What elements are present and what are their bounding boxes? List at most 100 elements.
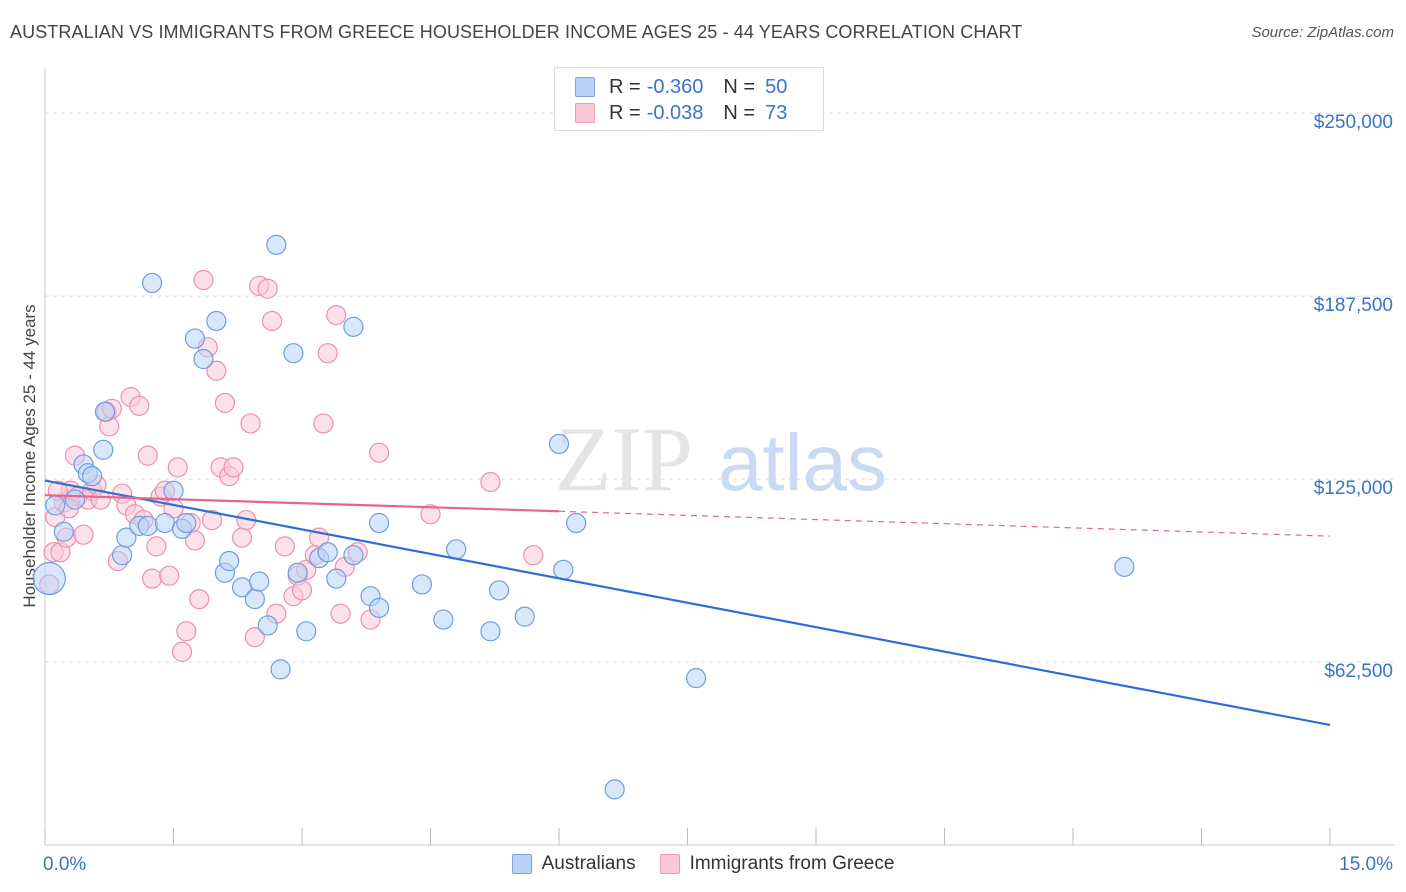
australians-point: [64, 489, 86, 510]
watermark-atlas: atlas: [718, 418, 887, 507]
axes: [44, 68, 1395, 846]
australians-point: [604, 779, 625, 800]
australians-point: [82, 466, 103, 487]
x-tick-label: 0.0%: [43, 854, 86, 875]
greece-point: [73, 524, 94, 545]
australians-point: [219, 550, 240, 572]
australians-point: [249, 571, 270, 592]
greece-point: [330, 603, 351, 624]
watermark-zip: ZIP: [555, 408, 693, 510]
legend-row-greece: R = -0.038 N = 73: [575, 101, 787, 125]
greece-trend-line: [44, 494, 560, 513]
legend-r-value: -0.360: [646, 75, 704, 98]
legend-r-label: R =: [609, 75, 641, 98]
greece-point: [313, 413, 334, 434]
trend-lines: [44, 479, 1331, 727]
greece-point: [189, 588, 210, 610]
greece-point: [480, 471, 501, 493]
x-tick-label: 15.0%: [1339, 854, 1393, 875]
greece-point: [137, 445, 158, 466]
greece-point: [369, 442, 390, 463]
legend-swatch-pink: [575, 103, 595, 123]
greece-point: [141, 568, 163, 589]
australians-trend-line: [44, 479, 1331, 727]
tick-labels: $62,500 $125,000 $187,500 $250,000 0.0% 15.0%: [43, 112, 1393, 875]
australians-point: [287, 562, 308, 583]
legend-swatch-blue: [575, 77, 595, 97]
greece-point: [274, 536, 295, 557]
legend-n-value: 73: [765, 101, 788, 124]
australians-point: [257, 615, 278, 636]
australians-point: [184, 328, 206, 349]
greece-trend-extension: [558, 510, 1331, 537]
australians-point: [206, 310, 227, 332]
legend-item-greece[interactable]: Immigrants from Greece: [659, 853, 895, 875]
australians-point: [480, 621, 501, 642]
australians-point: [296, 621, 317, 642]
legend-swatch-blue: [511, 854, 532, 874]
australians-point: [176, 512, 197, 534]
legend-label-greece: Immigrants from Greece: [689, 853, 895, 874]
greece-point: [244, 627, 265, 648]
greece-point: [171, 641, 193, 662]
australians-point: [193, 348, 214, 370]
legend-swatch-pink: [659, 854, 680, 874]
watermark: ZIP atlas: [555, 408, 887, 510]
legend-n-value: 50: [765, 75, 788, 98]
greece-point: [240, 413, 261, 434]
legend-r-label: R =: [609, 101, 641, 124]
australians-point: [1114, 556, 1135, 577]
australians-point: [553, 559, 574, 580]
legend-row-australians: R = -0.360 N = 50: [575, 75, 787, 99]
greece-point: [129, 395, 150, 416]
australians-point: [94, 401, 116, 422]
australians-point: [270, 659, 291, 680]
australians-point: [266, 234, 287, 255]
australians-point: [369, 597, 390, 618]
australians-point: [141, 272, 163, 294]
australians-point: [317, 542, 338, 563]
greece-point: [206, 360, 227, 381]
greece-point: [159, 565, 180, 586]
greece-point: [291, 580, 313, 601]
greece-point: [326, 305, 347, 326]
australians-point: [446, 539, 467, 560]
greece-point: [184, 530, 206, 551]
australians-point: [53, 521, 74, 542]
australians-point: [137, 515, 158, 537]
greece-point: [257, 278, 278, 299]
australians-point: [163, 480, 184, 501]
y-tick-label: $125,000: [1314, 478, 1393, 499]
australians-point: [411, 574, 433, 595]
y-tick-label: $62,500: [1324, 661, 1393, 682]
y-tick-label: $187,500: [1314, 295, 1393, 316]
series-legend: Australians Immigrants from Greece: [0, 852, 1406, 876]
source-label: Source: ZipAtlas.com: [1251, 24, 1394, 41]
australians-point: [244, 588, 265, 610]
chart-title: AUSTRALIAN VS IMMIGRANTS FROM GREECE HOU…: [10, 22, 1023, 42]
legend-item-australians[interactable]: Australians: [511, 853, 636, 875]
greece-point: [523, 545, 544, 566]
series-greece-points: [39, 269, 544, 662]
y-tick-label: $250,000: [1314, 112, 1393, 133]
australians-point: [45, 495, 66, 516]
australians-point: [326, 568, 347, 589]
australians-point: [566, 512, 587, 534]
australians-point: [93, 439, 114, 460]
australians-point: [433, 609, 454, 630]
legend-n-label: N =: [723, 75, 756, 98]
greece-point: [201, 509, 223, 531]
greece-point: [223, 457, 244, 478]
australians-point: [154, 512, 176, 534]
greece-point: [420, 504, 441, 525]
greece-point: [261, 310, 283, 332]
greece-point: [214, 392, 235, 414]
greece-point: [317, 343, 338, 364]
australians-point: [514, 606, 535, 627]
australians-point: [116, 527, 137, 548]
australians-point: [685, 668, 707, 689]
legend-label-australians: Australians: [541, 853, 636, 874]
australians-point: [32, 561, 66, 596]
australians-point: [369, 512, 390, 534]
